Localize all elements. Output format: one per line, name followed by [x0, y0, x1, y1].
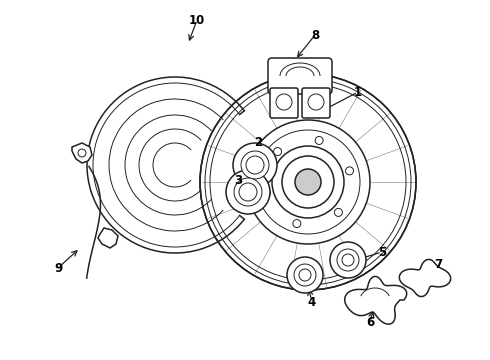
Circle shape [78, 149, 86, 157]
Polygon shape [399, 260, 451, 297]
Circle shape [337, 249, 359, 271]
Text: 1: 1 [354, 86, 362, 99]
Circle shape [287, 257, 323, 293]
Circle shape [234, 178, 262, 206]
Circle shape [342, 254, 354, 266]
FancyBboxPatch shape [270, 88, 298, 118]
Circle shape [294, 264, 316, 286]
Polygon shape [345, 276, 407, 324]
Circle shape [299, 269, 311, 281]
Circle shape [276, 94, 292, 110]
Text: 5: 5 [378, 246, 386, 258]
Polygon shape [72, 143, 92, 163]
Circle shape [246, 156, 264, 174]
Circle shape [308, 94, 324, 110]
Circle shape [293, 220, 301, 228]
Circle shape [226, 170, 270, 214]
Text: 2: 2 [254, 135, 262, 149]
Text: 6: 6 [366, 315, 374, 328]
Text: 3: 3 [234, 174, 242, 186]
Text: 9: 9 [54, 261, 62, 275]
Circle shape [246, 120, 370, 244]
Circle shape [263, 189, 270, 197]
Circle shape [272, 146, 344, 218]
Text: 4: 4 [308, 296, 316, 309]
Polygon shape [98, 228, 118, 248]
Text: 8: 8 [311, 28, 319, 41]
Circle shape [315, 136, 323, 144]
Circle shape [282, 156, 334, 208]
Text: 10: 10 [189, 14, 205, 27]
Circle shape [330, 242, 366, 278]
Circle shape [345, 167, 353, 175]
Circle shape [273, 148, 282, 156]
Circle shape [241, 151, 269, 179]
Circle shape [200, 74, 416, 290]
FancyBboxPatch shape [268, 58, 332, 94]
Circle shape [233, 143, 277, 187]
Circle shape [239, 183, 257, 201]
Text: 7: 7 [434, 258, 442, 271]
Circle shape [334, 208, 343, 216]
FancyBboxPatch shape [302, 88, 330, 118]
Circle shape [295, 169, 321, 195]
